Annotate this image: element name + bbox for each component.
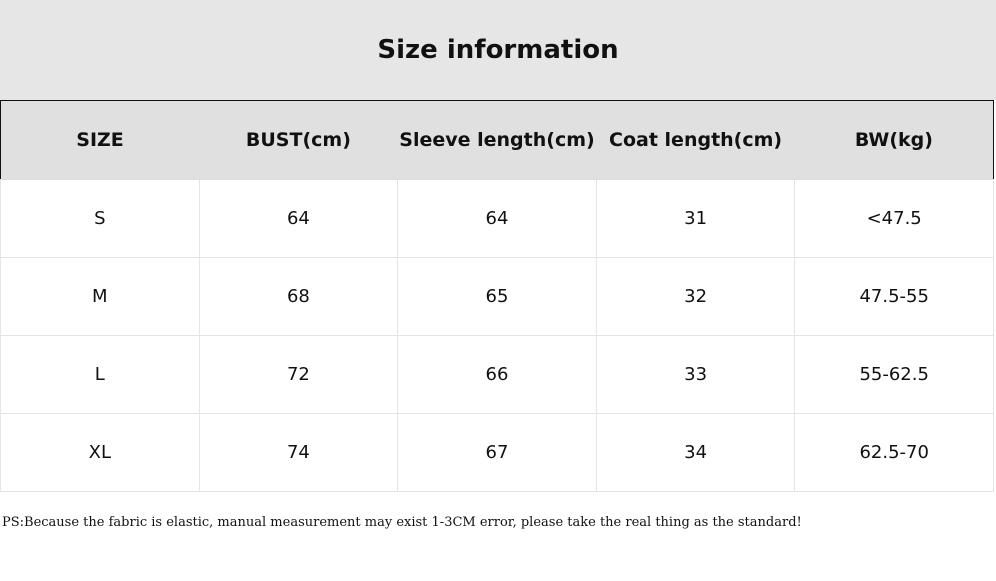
table-cell: L — [0, 335, 200, 414]
header-row: SIZE BUST(cm) Sleeve length(cm) Coat length… — [0, 100, 994, 180]
table-cell: 32 — [595, 257, 796, 336]
table-cell: 68 — [198, 257, 399, 336]
table-cell: 55-62.5 — [794, 335, 994, 414]
table-row: XL 74 67 34 62.5-70 — [0, 413, 994, 492]
table-cell: 65 — [397, 257, 597, 336]
table-body: S 64 64 31 <47.5 M 68 65 32 47.5-55 L 72 66 33 55-62.5… — [0, 179, 994, 492]
title: Size information — [0, 0, 996, 100]
table-cell: 62.5-70 — [794, 413, 994, 492]
note: PS:Because the fabric is elastic, manual… — [2, 515, 802, 530]
table-cell: 72 — [198, 335, 399, 414]
table-cell: M — [0, 257, 200, 336]
table-cell: S — [0, 179, 200, 258]
column-header: SIZE — [0, 100, 200, 180]
table-cell: 74 — [198, 413, 399, 492]
table-cell: XL — [0, 413, 200, 492]
column-header: Sleeve length(cm) — [397, 100, 597, 180]
table-cell: 66 — [397, 335, 597, 414]
table-cell: 67 — [397, 413, 597, 492]
table-row: S 64 64 31 <47.5 — [0, 179, 994, 258]
table-cell: 33 — [595, 335, 796, 414]
table-cell: 47.5-55 — [794, 257, 994, 336]
table-row: M 68 65 32 47.5-55 — [0, 257, 994, 336]
column-header: Coat length(cm) — [596, 100, 795, 180]
size-table: SIZE BUST(cm) Sleeve length(cm) Coat length… — [0, 100, 994, 492]
table-cell: 64 — [397, 179, 597, 258]
table-cell: 64 — [198, 179, 399, 258]
table-row: L 72 66 33 55-62.5 — [0, 335, 994, 414]
table-cell: <47.5 — [794, 179, 994, 258]
column-header: BUST(cm) — [199, 100, 398, 180]
column-header: BW(kg) — [794, 100, 994, 180]
table-cell: 31 — [595, 179, 796, 258]
table-cell: 34 — [595, 413, 796, 492]
